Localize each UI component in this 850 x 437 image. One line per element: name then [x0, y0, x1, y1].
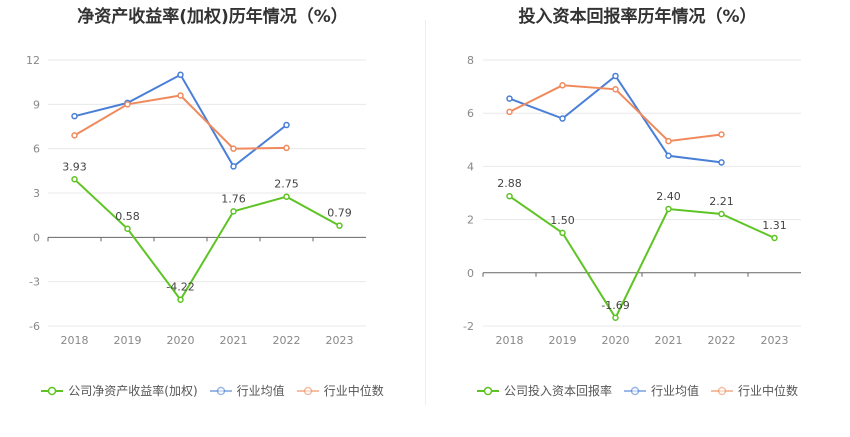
legend-item[interactable]: 行业中位数	[711, 382, 798, 399]
y-tick-label: 3	[33, 187, 40, 200]
legend-swatch-icon	[476, 386, 499, 395]
legend-swatch-icon	[296, 386, 319, 395]
x-tick-label: 2019	[114, 334, 142, 347]
data-point[interactable]	[506, 108, 513, 116]
data-label: 2.75	[274, 178, 299, 191]
data-point[interactable]	[771, 234, 778, 242]
data-point[interactable]	[718, 210, 725, 218]
y-tick-label: 9	[33, 98, 40, 111]
data-point[interactable]	[230, 208, 237, 215]
data-point[interactable]	[177, 71, 184, 79]
data-point[interactable]	[559, 82, 566, 89]
data-point[interactable]	[124, 101, 131, 108]
data-point[interactable]	[71, 176, 78, 183]
legend-item[interactable]: 行业中位数	[296, 382, 384, 399]
data-point[interactable]	[612, 314, 619, 322]
panel-divider	[425, 20, 426, 405]
data-label: 0.58	[115, 210, 140, 223]
data-label: 1.50	[550, 214, 575, 227]
x-tick-label: 2023	[761, 334, 789, 347]
data-point[interactable]	[71, 132, 78, 139]
x-tick-label: 2022	[273, 334, 301, 347]
y-tick-label: -6	[29, 320, 40, 333]
x-tick-label: 2018	[496, 334, 524, 347]
legend-swatch-icon	[711, 386, 733, 395]
data-point[interactable]	[177, 92, 184, 99]
data-point[interactable]	[506, 192, 513, 200]
roe-chart-svg: 12 9 6 3 0 -3 -6 2018 2019 2020 2021 2022 2023 3.93 0.…	[26, 54, 366, 347]
data-point[interactable]	[559, 229, 566, 237]
legend-swatch-icon	[209, 386, 232, 395]
legend-label: 公司投入资本回报率	[503, 384, 612, 398]
legend-swatch-icon	[623, 386, 646, 395]
x-tick-label: 2019	[549, 334, 577, 347]
x-tick-label: 2022	[708, 334, 736, 347]
data-point[interactable]	[230, 163, 237, 170]
x-tick-label: 2020	[602, 334, 630, 347]
legend-item[interactable]: 行业均值	[209, 382, 285, 399]
data-point[interactable]	[283, 193, 290, 200]
data-label: 2.40	[656, 190, 681, 203]
data-label: -4.22	[166, 281, 194, 294]
data-label: 0.79	[327, 207, 352, 220]
y-tick-label: 0	[467, 267, 474, 280]
chart-legend: 公司投入资本回报率 行业均值 行业中位数	[425, 382, 850, 399]
legend-label: 行业中位数	[738, 384, 799, 398]
data-label: 2.21	[709, 195, 734, 208]
data-label: 3.93	[62, 160, 87, 173]
y-tick-label: 6	[467, 107, 474, 120]
legend-item[interactable]: 公司投入资本回报率	[476, 382, 612, 399]
data-point[interactable]	[71, 112, 78, 120]
legend-label: 行业中位数	[323, 384, 384, 398]
y-tick-label: -3	[29, 276, 40, 289]
data-point[interactable]	[124, 225, 131, 233]
legend-label: 行业均值	[650, 384, 699, 398]
data-label: 1.31	[762, 219, 787, 232]
data-point[interactable]	[177, 296, 184, 303]
data-label: -1.69	[601, 299, 629, 312]
data-point[interactable]	[230, 145, 237, 152]
roe-chart-panel: 净资产收益率(加权)历年情况（%） 12 9 6 3 0 -3 -6 2018 2019 2020…	[0, 7, 425, 399]
data-label: 1.76	[221, 192, 246, 205]
data-point[interactable]	[665, 137, 672, 145]
y-tick-label: 0	[33, 231, 40, 244]
roic-chart-panel: 投入资本回报率历年情况（%） 8 6 4 2 0 -2 2018 2019 2020 2021 20…	[425, 0, 850, 437]
series-line-2	[73, 94, 287, 150]
data-point[interactable]	[283, 144, 290, 152]
legend-label: 行业均值	[236, 384, 285, 398]
data-point[interactable]	[612, 72, 619, 80]
data-point[interactable]	[559, 115, 566, 122]
data-point[interactable]	[506, 95, 513, 102]
x-tick-label: 2020	[167, 334, 195, 347]
legend-swatch-icon	[41, 386, 64, 395]
x-tick-label: 2023	[326, 334, 354, 347]
y-tick-label: -2	[463, 320, 474, 333]
y-tick-label: 2	[467, 214, 474, 227]
x-tick-label: 2018	[61, 334, 89, 347]
data-point[interactable]	[612, 86, 619, 93]
series-line-1	[74, 73, 288, 168]
y-tick-label: 12	[26, 54, 40, 67]
data-point[interactable]	[283, 121, 290, 129]
legend-item[interactable]: 公司净资产收益率(加权)	[41, 382, 198, 399]
roic-chart-svg: 8 6 4 2 0 -2 2018 2019 2020 2021 2022 2023 2.88 1.50 -…	[463, 54, 801, 347]
x-tick-label: 2021	[220, 334, 248, 347]
data-label: 2.88	[497, 177, 522, 190]
y-tick-label: 8	[467, 54, 474, 67]
y-tick-label: 4	[467, 160, 474, 173]
legend-label: 公司净资产收益率(加权)	[68, 384, 198, 398]
chart-legend: 公司净资产收益率(加权) 行业均值 行业中位数	[0, 382, 425, 399]
chart-title: 投入资本回报率历年情况（%）	[518, 7, 757, 27]
series-line-0	[508, 195, 775, 320]
legend-item[interactable]: 行业均值	[623, 382, 699, 399]
x-tick-label: 2021	[655, 334, 683, 347]
y-tick-label: 6	[33, 143, 40, 156]
chart-title: 净资产收益率(加权)历年情况（%）	[77, 7, 348, 27]
data-point[interactable]	[665, 205, 672, 213]
data-point[interactable]	[718, 131, 725, 138]
data-point[interactable]	[336, 222, 343, 229]
series-line-0	[73, 178, 340, 302]
data-point[interactable]	[718, 159, 725, 166]
data-point[interactable]	[665, 152, 672, 160]
